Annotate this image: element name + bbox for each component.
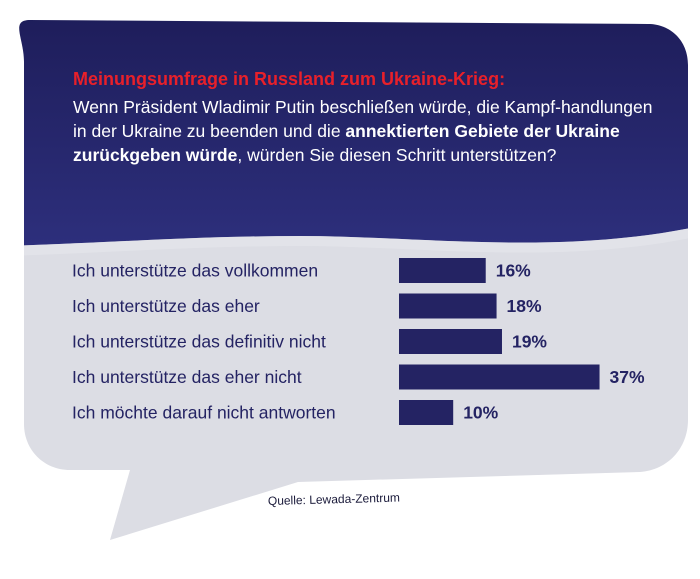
value-label: 37%: [610, 367, 645, 387]
question-text-start: Wenn Präsident Wladimir Putin beschließe…: [73, 97, 653, 141]
category-label: Ich möchte darauf nicht antworten: [72, 403, 336, 423]
bar-chart: Ich unterstütze das vollkommen 16% Ich unt…: [72, 258, 645, 425]
question-text-bold: annektierten Gebiete der Ukraine zurückg…: [73, 121, 620, 165]
category-label: Ich unterstütze das definitiv nicht: [72, 332, 326, 352]
bar: [399, 293, 497, 319]
value-label: 10%: [463, 403, 498, 423]
source-text: Quelle: Lewada-Zentrum: [268, 491, 400, 508]
survey-header: Meinungsumfrage in Russland zum Ukraine-…: [73, 67, 663, 167]
survey-question: Wenn Präsident Wladimir Putin beschließe…: [73, 95, 663, 167]
survey-title: Meinungsumfrage in Russland zum Ukraine-…: [73, 69, 506, 89]
bar: [399, 400, 454, 425]
category-label: Ich unterstütze das eher: [72, 296, 260, 316]
bar: [399, 364, 600, 390]
value-label: 18%: [507, 296, 542, 316]
question-text-end: , würden Sie diesen Schritt unterstützen…: [237, 145, 557, 165]
bar: [399, 329, 502, 354]
value-label: 19%: [512, 332, 547, 352]
value-label: 16%: [496, 261, 531, 281]
category-label: Ich unterstütze das vollkommen: [72, 261, 318, 281]
bubble-wave-highlight: [19, 226, 689, 256]
bubble-navy-header: [19, 20, 689, 246]
bar: [399, 258, 486, 283]
category-label: Ich unterstütze das eher nicht: [72, 367, 302, 387]
